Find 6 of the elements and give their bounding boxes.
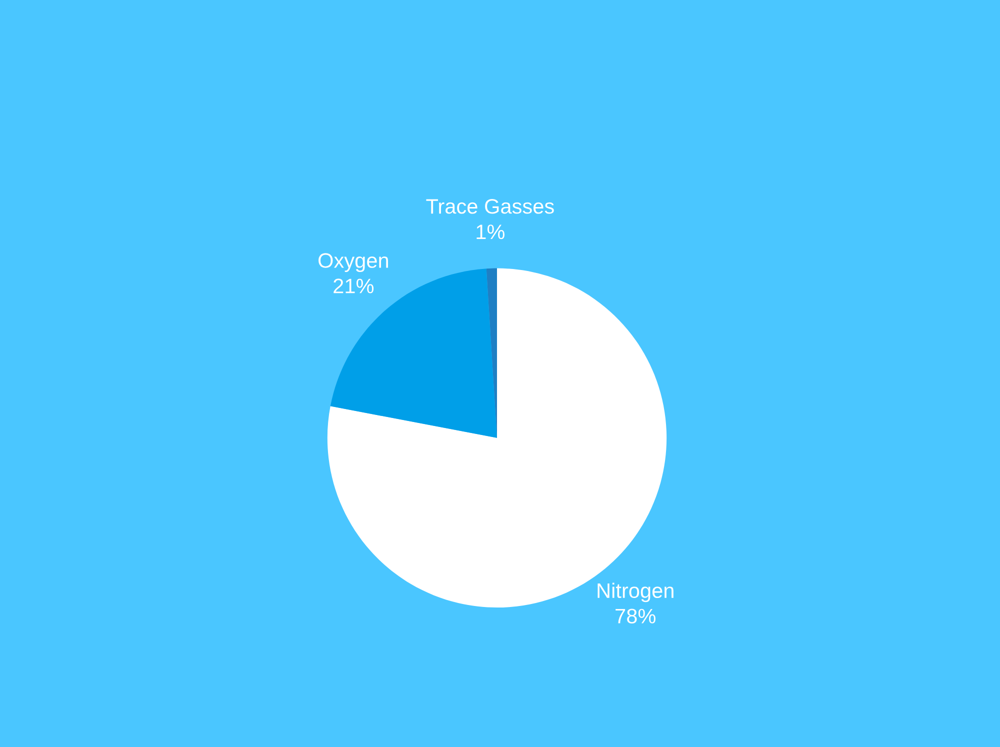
slice-label: Oxygen	[318, 253, 388, 272]
data-label: 21%	[334, 278, 374, 294]
data-label: 78%	[616, 608, 656, 624]
slice-label: Nitrogen	[598, 582, 674, 602]
slice-label: Trace Gasses	[426, 199, 554, 214]
data-label: 1%	[476, 224, 504, 240]
